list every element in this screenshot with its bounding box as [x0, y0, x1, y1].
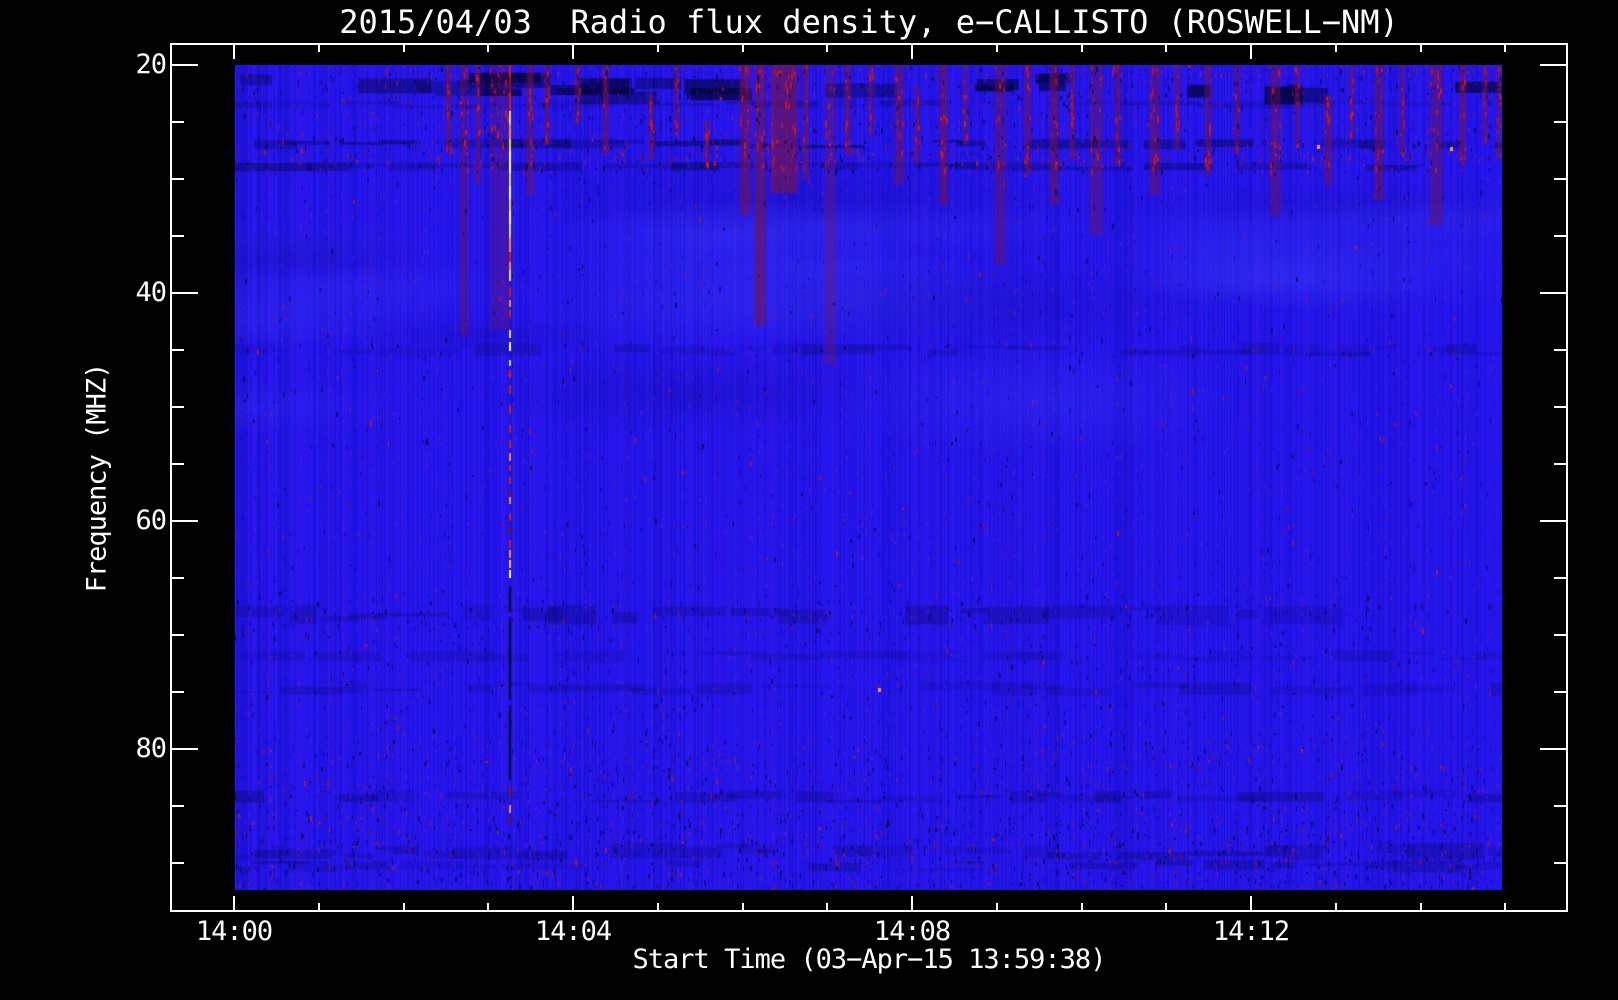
- x-tick-label: 14:00: [195, 916, 273, 947]
- y-tick-label: 40: [135, 277, 167, 308]
- plot-frame: [170, 43, 1568, 912]
- spectrogram-canvas: [235, 65, 1502, 890]
- plot-title: 2015/04/03 Radio flux density, e−CALLIST…: [339, 3, 1399, 41]
- y-tick-label: 20: [135, 49, 167, 80]
- x-tick-label: 14:12: [1212, 916, 1290, 947]
- y-tick-label: 80: [135, 733, 167, 764]
- y-tick-label: 60: [135, 505, 167, 536]
- x-axis-title: Start Time (03−Apr−15 13:59:38): [632, 944, 1107, 975]
- x-tick-label: 14:08: [873, 916, 951, 947]
- x-tick-label: 14:04: [534, 916, 612, 947]
- y-axis-title: Frequency (MHZ): [81, 363, 113, 593]
